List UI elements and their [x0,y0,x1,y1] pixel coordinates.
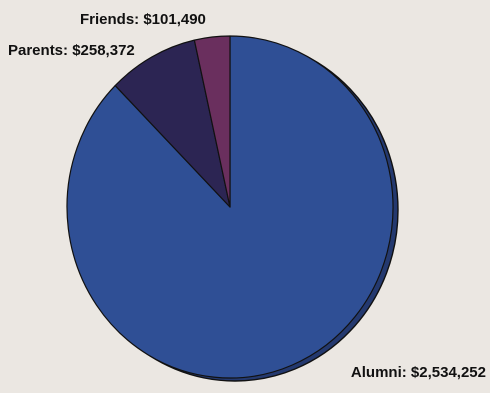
pie-slice-parents [114,39,231,208]
pie-slices-layer [66,35,394,379]
slice-label-alumni: Alumni: $2,534,252 [351,364,486,381]
slice-label-friends: Friends: $101,490 [80,11,206,28]
pie-labels-layer: Alumni: $2,534,252 Parents: $258,372 Frien… [8,11,486,381]
slice-label-parents: Parents: $258,372 [8,42,135,59]
pie-slice-friends [193,35,231,208]
